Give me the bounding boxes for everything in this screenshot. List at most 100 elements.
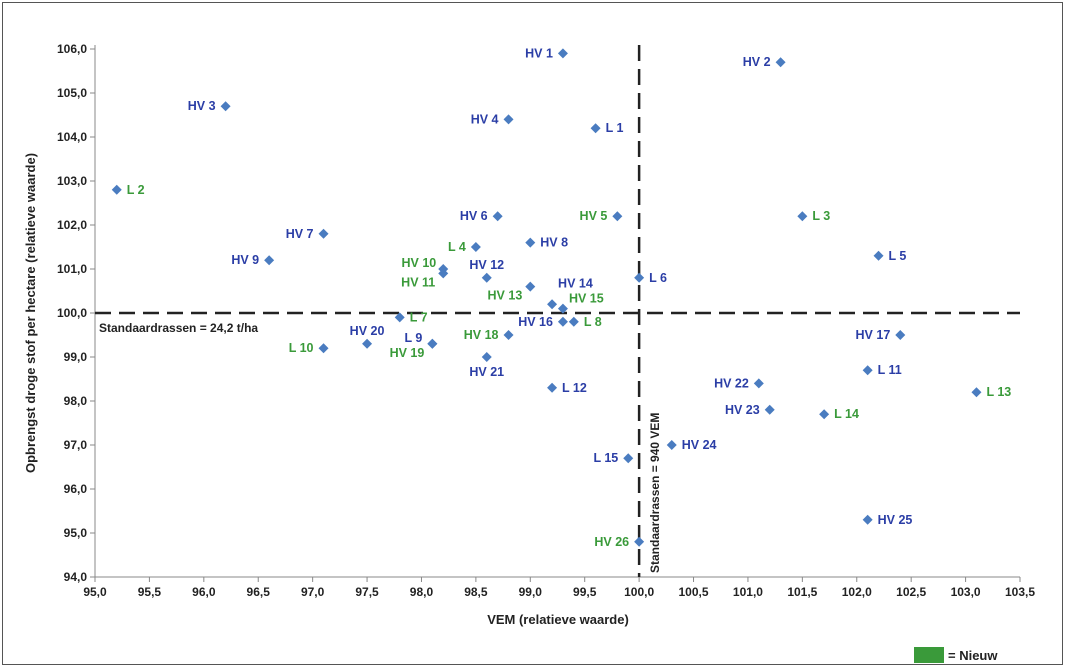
data-label: L 7 xyxy=(410,310,428,324)
data-point xyxy=(470,242,481,252)
data-label: HV 20 xyxy=(350,324,385,338)
data-label: HV 21 xyxy=(469,365,504,379)
data-label: L 1 xyxy=(606,121,624,135)
x-tick-label: 100,0 xyxy=(624,585,654,599)
x-tick-label: 97,0 xyxy=(301,585,325,599)
legend-swatch xyxy=(914,647,944,663)
x-tick-label: 96,5 xyxy=(247,585,271,599)
data-point xyxy=(362,338,373,349)
x-tick-label: 101,0 xyxy=(733,585,763,599)
data-label: HV 7 xyxy=(286,227,314,241)
x-tick-label: 99,5 xyxy=(573,585,597,599)
data-point xyxy=(797,211,808,222)
data-label: HV 5 xyxy=(580,209,608,223)
data-point xyxy=(873,250,884,261)
x-tick-label: 102,0 xyxy=(842,585,872,599)
data-label: HV 19 xyxy=(390,346,425,360)
data-point xyxy=(775,57,786,68)
data-label: HV 23 xyxy=(725,403,760,417)
x-tick-label: 96,0 xyxy=(192,585,216,599)
y-tick-label: 94,0 xyxy=(64,570,88,584)
data-label: HV 2 xyxy=(743,55,771,69)
y-tick-label: 95,0 xyxy=(64,526,88,540)
data-label: L 11 xyxy=(878,363,902,377)
y-tick-label: 101,0 xyxy=(57,262,87,276)
x-tick-label: 100,5 xyxy=(679,585,709,599)
data-point xyxy=(481,272,492,283)
data-point xyxy=(666,440,677,450)
data-label: L 12 xyxy=(562,381,587,395)
data-point xyxy=(481,352,492,362)
y-tick-label: 103,0 xyxy=(57,174,87,188)
x-axis-label: VEM (relatieve waarde) xyxy=(487,612,629,627)
y-tick-label: 98,0 xyxy=(64,394,88,408)
data-label: HV 16 xyxy=(518,315,553,329)
data-label: HV 14 xyxy=(558,277,593,291)
reference-label-vertical: Standaardrassen = 940 VEM xyxy=(648,413,662,573)
x-tick-label: 97,5 xyxy=(355,585,379,599)
data-point xyxy=(547,299,558,310)
data-label: L 8 xyxy=(584,315,602,329)
legend-label: = Nieuw xyxy=(948,648,998,663)
data-point xyxy=(971,387,982,398)
y-tick-label: 105,0 xyxy=(57,86,87,100)
y-tick-label: 97,0 xyxy=(64,438,88,452)
data-point xyxy=(525,281,536,292)
y-tick-label: 99,0 xyxy=(64,350,88,364)
data-point xyxy=(590,123,601,134)
data-point xyxy=(634,272,645,283)
data-label: HV 17 xyxy=(856,328,891,342)
y-axis-label: Opbrengst droge stof per hectare (relati… xyxy=(23,153,38,473)
data-label: L 15 xyxy=(593,451,618,465)
data-label: HV 3 xyxy=(188,99,216,113)
x-tick-label: 102,5 xyxy=(896,585,926,599)
data-label: L 2 xyxy=(127,183,145,197)
data-point xyxy=(557,303,568,314)
data-label: HV 24 xyxy=(682,438,717,452)
y-tick-label: 104,0 xyxy=(57,130,87,144)
x-tick-label: 98,5 xyxy=(464,585,488,599)
data-label: HV 18 xyxy=(464,328,499,342)
data-point xyxy=(547,382,558,393)
data-point xyxy=(318,343,329,354)
data-point xyxy=(438,268,449,279)
y-tick-label: 106,0 xyxy=(57,42,87,56)
data-label: HV 26 xyxy=(594,535,629,549)
data-point xyxy=(557,48,568,59)
data-label: HV 10 xyxy=(401,256,436,270)
data-point xyxy=(492,211,503,222)
data-point xyxy=(264,255,275,266)
data-label: HV 13 xyxy=(488,289,523,303)
data-label: HV 4 xyxy=(471,112,499,126)
data-point xyxy=(862,514,873,525)
y-tick-label: 96,0 xyxy=(64,482,88,496)
data-point xyxy=(503,114,514,125)
x-tick-label: 95,0 xyxy=(83,585,107,599)
data-point xyxy=(220,101,231,112)
y-tick-label: 100,0 xyxy=(57,306,87,320)
data-point xyxy=(318,228,329,239)
data-label: L 13 xyxy=(986,385,1011,399)
x-tick-label: 103,5 xyxy=(1005,585,1035,599)
data-point xyxy=(764,404,775,415)
data-label: HV 9 xyxy=(231,253,259,267)
reference-label-horizontal: Standaardrassen = 24,2 t/ha xyxy=(99,321,258,335)
data-point xyxy=(568,316,579,327)
data-point xyxy=(503,330,514,340)
data-label: L 3 xyxy=(812,209,830,223)
data-label: L 10 xyxy=(289,341,314,355)
data-point xyxy=(634,536,645,547)
data-label: L 6 xyxy=(649,271,667,285)
x-tick-label: 103,0 xyxy=(951,585,981,599)
x-tick-label: 98,0 xyxy=(410,585,434,599)
data-point xyxy=(612,211,623,222)
data-point xyxy=(623,453,634,464)
data-label: L 5 xyxy=(889,249,907,263)
data-label: L 14 xyxy=(834,407,859,421)
data-point xyxy=(557,316,568,327)
data-label: HV 11 xyxy=(401,275,435,289)
data-point xyxy=(427,338,438,349)
data-label: L 9 xyxy=(405,331,423,345)
data-label: HV 1 xyxy=(525,46,553,60)
